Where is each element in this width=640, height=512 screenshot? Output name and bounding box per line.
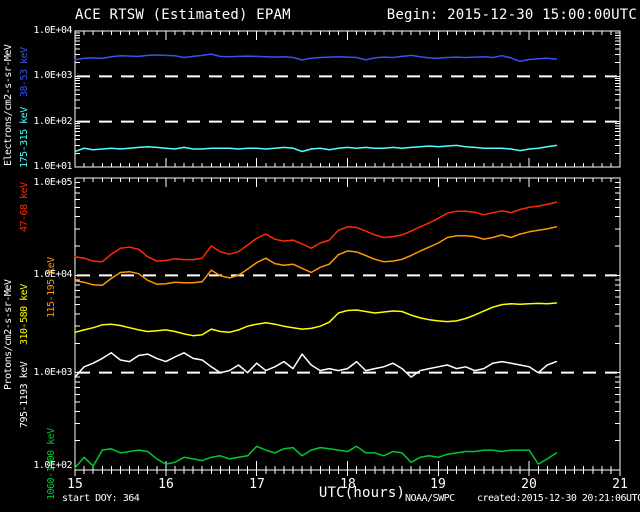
ytick-p-1e2: 1.0E+02	[33, 460, 72, 471]
label-protons-47-68kev: 47-68 keV	[19, 182, 30, 232]
panel-border	[74, 30, 621, 168]
ytick-e-1e4: 1.0E+04	[33, 25, 72, 36]
series-795-1193 keV	[74, 352, 558, 378]
xtick-20: 20	[521, 477, 537, 492]
ytick-p-1e3: 1.0E+03	[33, 367, 72, 378]
xtick-19: 19	[430, 477, 446, 492]
ytick-e-1e2: 1.0E+02	[33, 116, 72, 127]
ytick-e-1e3: 1.0E+03	[33, 70, 72, 81]
panel-border	[74, 177, 621, 471]
series-175-315 keV	[74, 144, 558, 153]
begin-timestamp: Begin: 2015-12-30 15:00:00UTC	[386, 7, 637, 23]
series-115-195 keV	[74, 226, 558, 287]
ytick-p-1e4: 1.0E+04	[33, 269, 72, 280]
xtick-18: 18	[340, 477, 356, 492]
label-protons-310-580kev: 310-580 keV	[19, 284, 30, 345]
xaxis-title: UTC(hours)	[318, 485, 406, 501]
series-38-53 keV	[74, 53, 558, 63]
plot-title: ACE RTSW (Estimated) EPAM	[75, 7, 291, 23]
created-timestamp: created:2015-12-30 20:21:06UTC	[477, 493, 640, 504]
xtick-16: 16	[158, 477, 174, 492]
electrons-axis-title: Electrons/cm2-s-sr-MeV	[3, 44, 14, 166]
series-310-580 keV	[74, 302, 558, 337]
xtick-21: 21	[612, 477, 628, 492]
agency-label: NOAA/SWPC	[405, 493, 455, 504]
ytick-e-1e1: 1.0E+01	[33, 161, 72, 172]
xtick-15: 15	[67, 477, 83, 492]
label-protons-115-195kev: 115-195 keV	[46, 257, 57, 318]
xtick-17: 17	[249, 477, 265, 492]
start-doy-label: start DOY: 364	[62, 493, 140, 504]
series-1060-1900 keV	[74, 445, 558, 469]
ytick-p-1e5: 1.0E+05	[33, 177, 72, 188]
series-47-68 keV	[74, 201, 558, 263]
